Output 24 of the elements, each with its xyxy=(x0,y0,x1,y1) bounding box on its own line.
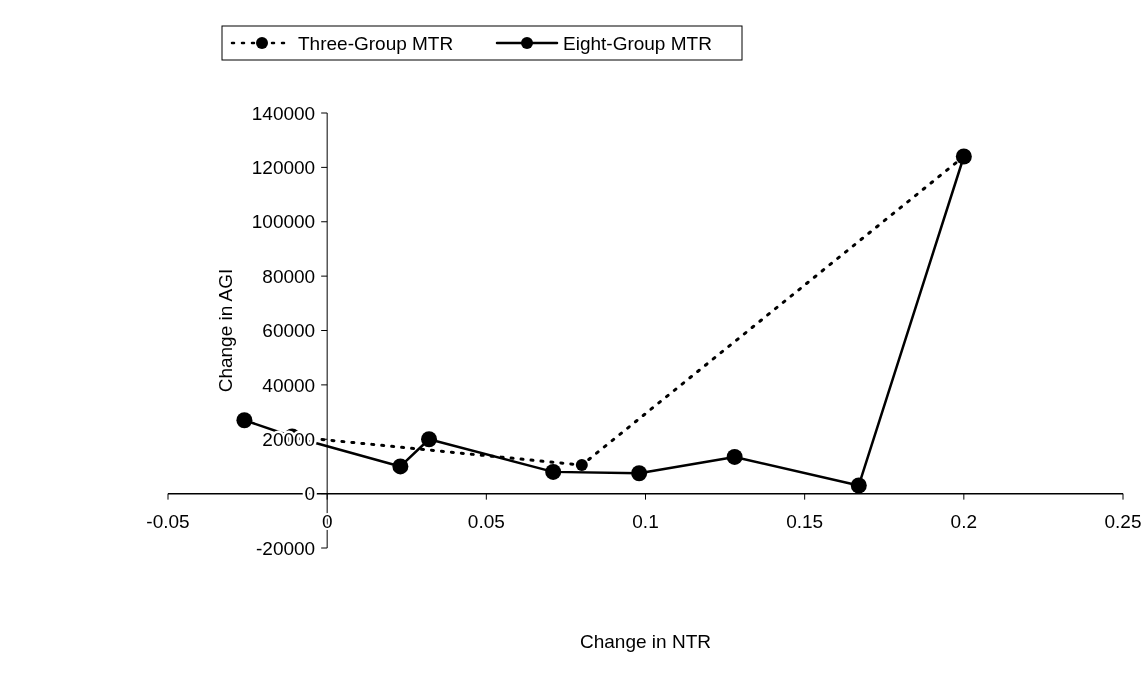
y-axis-title: Change in AGI xyxy=(215,268,237,393)
point xyxy=(545,463,562,480)
y-tick-label: 40000 xyxy=(262,374,316,396)
point xyxy=(421,431,438,448)
point xyxy=(631,465,648,482)
point xyxy=(726,448,743,465)
legend-label: Three-Group MTR xyxy=(298,32,454,54)
y-tick-label: 120000 xyxy=(251,157,316,179)
legend-label: Eight-Group MTR xyxy=(563,32,712,54)
x-tick-label: 0.2 xyxy=(950,510,978,532)
x-tick-label: 0.1 xyxy=(632,510,659,532)
y-tick-label: 80000 xyxy=(262,265,316,287)
x-axis-title: Change in NTR xyxy=(580,631,711,652)
x-tick-label: 0.15 xyxy=(786,510,824,532)
y-tick-label: -20000 xyxy=(255,537,316,559)
point xyxy=(236,412,253,429)
x-tick-label: 0.25 xyxy=(1104,510,1142,532)
x-tick-label: -0.05 xyxy=(146,510,190,532)
y-tick-label: 60000 xyxy=(262,320,316,342)
point xyxy=(850,477,867,494)
y-tick-label: 100000 xyxy=(251,211,316,233)
x-tick-label: 0.05 xyxy=(467,510,505,532)
point xyxy=(392,458,409,475)
y-tick-label: 140000 xyxy=(251,102,316,124)
